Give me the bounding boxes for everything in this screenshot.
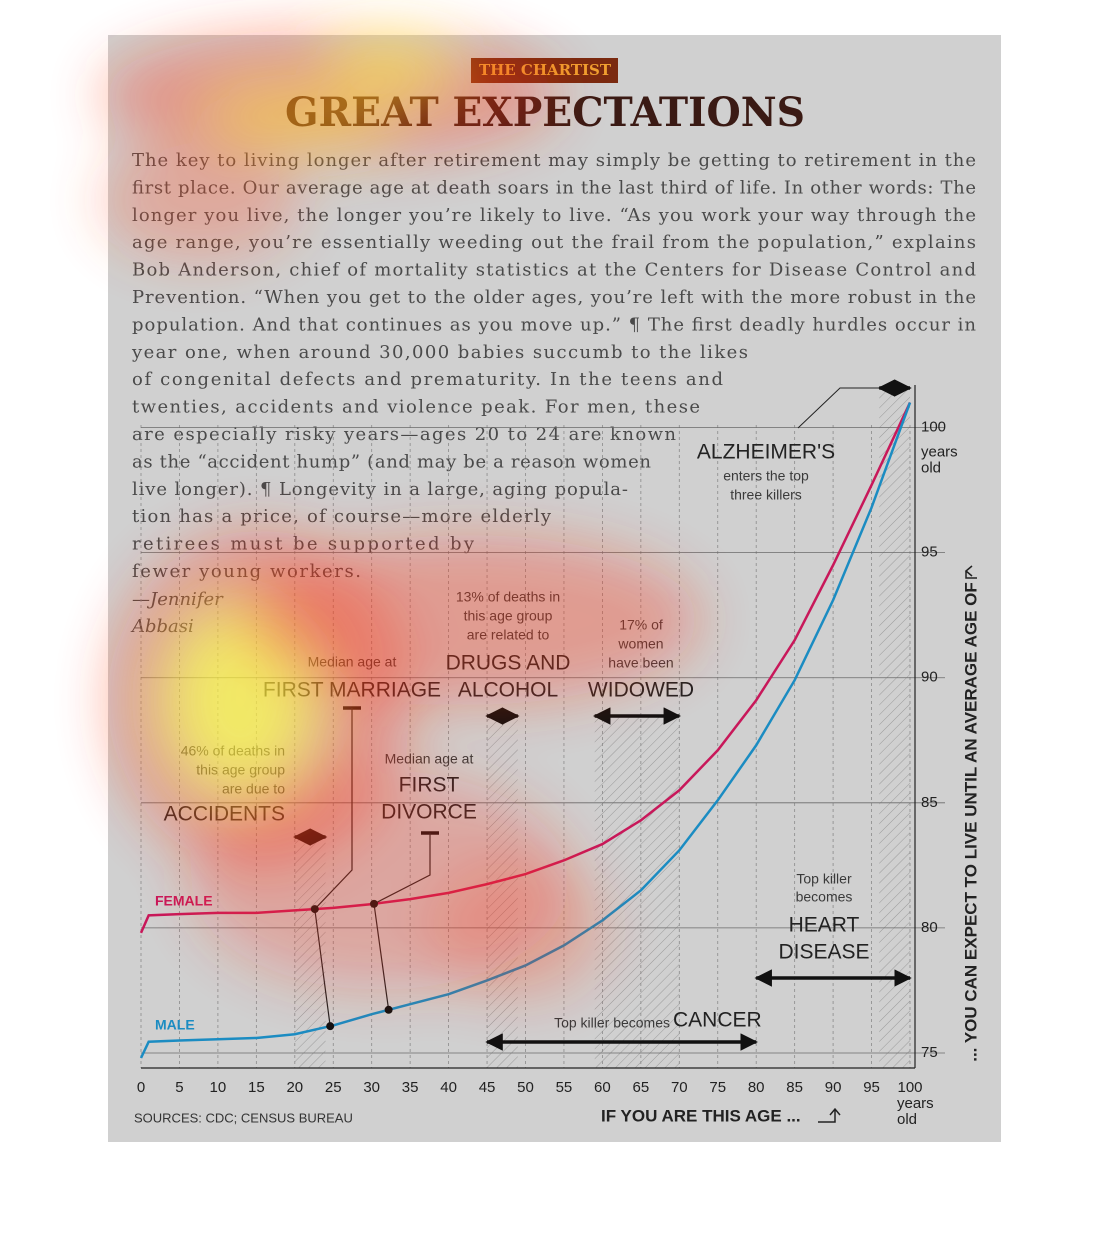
annotation-headline: CANCER xyxy=(673,1009,762,1032)
y-axis-title: ... YOU CAN EXPECT TO LIVE UNTIL AN AVER… xyxy=(961,582,980,1062)
y-tick-unit: years xyxy=(921,443,958,460)
annotation-headline: DIVORCE xyxy=(381,801,477,824)
legend-label: MALE xyxy=(155,1017,195,1033)
x-axis-title: IF YOU ARE THIS AGE ... xyxy=(601,1106,801,1125)
x-tick-label: 50 xyxy=(517,1079,534,1096)
annotation-note: women xyxy=(617,636,663,652)
y-tick-label: 95 xyxy=(921,544,938,561)
hatch-area xyxy=(879,388,910,1068)
y-tick-label: 90 xyxy=(921,669,938,686)
article-line: twenties, accidents and violence peak. F… xyxy=(132,397,700,418)
annotation-note: Median age at xyxy=(308,654,397,670)
y-tick-label: 100 xyxy=(921,418,946,435)
article-line: first place. Our average age at death so… xyxy=(132,177,976,198)
hatch-area xyxy=(487,716,518,1068)
x-tick-unit: old xyxy=(897,1111,917,1128)
annotation-headline: HEART xyxy=(789,914,860,937)
annotation-note: three killers xyxy=(730,487,802,503)
annotation-note: have been xyxy=(608,655,673,671)
article-line: as the “accident hump” (and may be a rea… xyxy=(132,451,651,472)
annotation-note: Top killer xyxy=(796,871,852,887)
x-tick-label: 100 xyxy=(897,1079,922,1096)
x-tick-label: 70 xyxy=(671,1079,688,1096)
annotation-note: Top killer becomes xyxy=(554,1015,670,1031)
y-tick-label: 80 xyxy=(921,919,938,936)
annotation-headline: ACCIDENTS xyxy=(164,803,285,826)
x-tick-label: 95 xyxy=(863,1079,880,1096)
article-line: are especially risky years—ages 20 to 24… xyxy=(132,424,676,445)
x-tick-label: 45 xyxy=(479,1079,496,1096)
article-line: population. And that continues as you mo… xyxy=(132,314,976,335)
annotation-headline: DISEASE xyxy=(778,941,869,964)
x-tick-label: 75 xyxy=(709,1079,726,1096)
median-dot xyxy=(326,1022,335,1031)
x-tick-label: 20 xyxy=(286,1079,303,1096)
x-tick-label: 65 xyxy=(633,1079,650,1096)
article-line: year one, when around 30,000 babies succ… xyxy=(131,342,748,363)
x-tick-label: 10 xyxy=(210,1079,227,1096)
article-line: tion has a price, of course—more elderly xyxy=(132,506,552,527)
annotation-note: are due to xyxy=(222,781,285,797)
article-line: Bob Anderson, chief of mortality statist… xyxy=(132,260,976,281)
x-tick-unit: years xyxy=(897,1095,934,1112)
legend-label: FEMALE xyxy=(155,893,213,909)
article-line: fewer young workers. xyxy=(132,561,361,582)
source: SOURCES: CDC; CENSUS BUREAU xyxy=(134,1110,353,1125)
x-tick-label: 80 xyxy=(748,1079,765,1096)
annotation-note: this age group xyxy=(464,608,553,624)
annotation-headline: DRUGS AND xyxy=(446,652,571,675)
y-tick-label: 85 xyxy=(921,794,938,811)
median-dot xyxy=(310,905,319,914)
annotation-note: enters the top xyxy=(723,468,809,484)
annotation-headline: WIDOWED xyxy=(588,679,694,702)
article-line: longer you live, the longer you’re likel… xyxy=(132,205,976,226)
title: GREAT EXPECTATIONS xyxy=(285,89,805,136)
article: The key to living longer after retiremen… xyxy=(130,150,976,637)
x-tick-label: 40 xyxy=(440,1079,457,1096)
leader-line xyxy=(797,387,880,429)
byline: Abbasi xyxy=(130,616,194,637)
article-line: age range, you’re essentially weeding ou… xyxy=(132,232,976,253)
x-tick-label: 0 xyxy=(137,1079,145,1096)
x-tick-label: 55 xyxy=(556,1079,573,1096)
y-tick-label: 75 xyxy=(921,1044,938,1061)
x-tick-label: 30 xyxy=(363,1079,380,1096)
annotation-note: becomes xyxy=(796,889,853,905)
article-line: The key to living longer after retiremen… xyxy=(132,150,976,171)
median-dot xyxy=(384,1005,393,1014)
kicker: THE CHARTIST xyxy=(479,61,612,79)
arrow-icon xyxy=(964,565,977,579)
article-line: Prevention. “When you get to the older a… xyxy=(132,287,976,308)
article-line: of congenital defects and prematurity. I… xyxy=(132,369,723,390)
arrow-icon xyxy=(818,1107,841,1123)
x-tick-label: 15 xyxy=(248,1079,265,1096)
x-tick-label: 85 xyxy=(786,1079,803,1096)
annotation-note: 46% of deaths in xyxy=(181,743,285,759)
annotation-headline: ALZHEIMER'S xyxy=(697,441,835,464)
median-dot xyxy=(370,899,379,908)
annotation-note: Median age at xyxy=(385,751,474,767)
annotation-note: are related to xyxy=(467,627,550,643)
annotation-headline: FIRST MARRIAGE xyxy=(263,679,441,702)
byline: —Jennifer xyxy=(132,589,224,610)
x-tick-label: 90 xyxy=(825,1079,842,1096)
annotation-headline: FIRST xyxy=(399,774,460,797)
y-tick-unit: old xyxy=(921,459,941,476)
x-tick-label: 5 xyxy=(175,1079,183,1096)
x-tick-label: 60 xyxy=(594,1079,611,1096)
article-line: live longer). ¶ Longevity in a large, ag… xyxy=(132,479,628,500)
annotation-note: 13% of deaths in xyxy=(456,589,560,605)
x-tick-label: 35 xyxy=(402,1079,419,1096)
x-tick-label: 25 xyxy=(325,1079,342,1096)
annotation-note: 17% of xyxy=(619,617,663,633)
annotation-headline: ALCOHOL xyxy=(458,679,558,702)
annotation-note: this age group xyxy=(196,762,285,778)
